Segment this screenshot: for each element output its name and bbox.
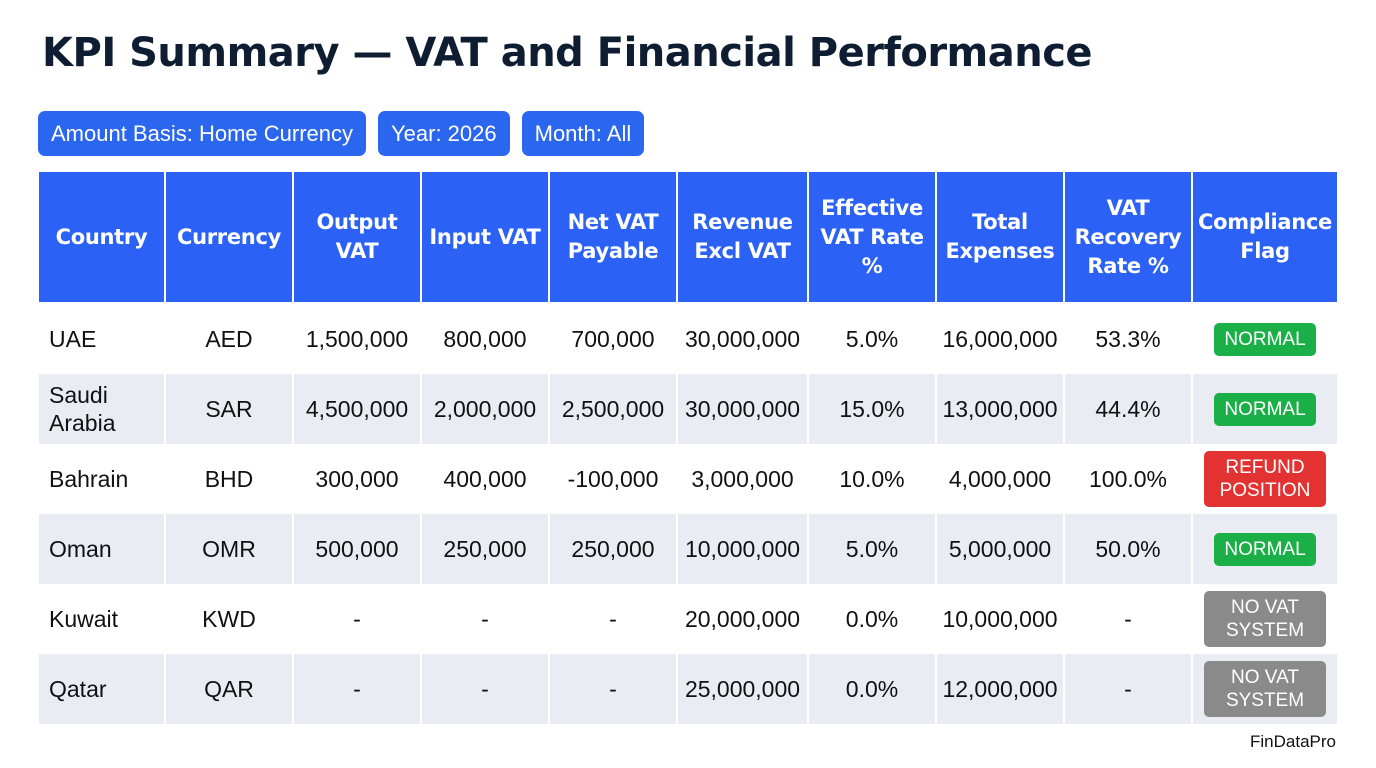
cell-output-vat: 300,000 [292, 444, 422, 514]
cell-input-vat: 2,000,000 [420, 374, 550, 444]
cell-input-vat: 800,000 [420, 303, 550, 374]
cell-effective-vat-rate: 5.0% [807, 303, 937, 374]
compliance-flag-badge: NORMAL [1214, 322, 1316, 356]
cell-country: Kuwait [39, 584, 166, 654]
cell-output-vat: - [292, 654, 422, 724]
cell-compliance-flag: NORMAL [1191, 514, 1337, 584]
cell-vat-recovery-rate: 44.4% [1063, 374, 1193, 444]
cell-output-vat: 500,000 [292, 514, 422, 584]
table-row[interactable]: Saudi Arabia SAR 4,500,000 2,000,000 2,500,0… [39, 374, 1337, 444]
cell-revenue-excl-vat: 3,000,000 [676, 444, 809, 514]
cell-vat-recovery-rate: - [1063, 654, 1193, 724]
cell-net-vat-payable: 2,500,000 [548, 374, 678, 444]
column-header-vat-recovery-rate[interactable]: VAT Recovery Rate % [1063, 172, 1193, 304]
cell-compliance-flag: NORMAL [1191, 303, 1337, 374]
cell-vat-recovery-rate: 100.0% [1063, 444, 1193, 514]
cell-compliance-flag: NO VAT SYSTEM [1191, 584, 1337, 654]
compliance-flag-badge: NO VAT SYSTEM [1204, 591, 1326, 647]
cell-effective-vat-rate: 15.0% [807, 374, 937, 444]
cell-total-expenses: 5,000,000 [935, 514, 1065, 584]
table-row[interactable]: Oman OMR 500,000 250,000 250,000 10,000,000 5.… [39, 514, 1337, 584]
cell-country: Bahrain [39, 444, 166, 514]
table-body: UAE AED 1,500,000 800,000 700,000 30,000,000 5… [39, 303, 1337, 724]
column-header-compliance-flag[interactable]: Compliance Flag [1191, 172, 1337, 304]
cell-currency: KWD [164, 584, 294, 654]
kpi-table: Country Currency Output VAT Input VAT Ne… [39, 172, 1337, 724]
cell-revenue-excl-vat: 10,000,000 [676, 514, 809, 584]
column-header-revenue-excl-vat[interactable]: Revenue Excl VAT [676, 172, 809, 304]
cell-vat-recovery-rate: 50.0% [1063, 514, 1193, 584]
cell-net-vat-payable: 250,000 [548, 514, 678, 584]
cell-output-vat: - [292, 584, 422, 654]
page-title: KPI Summary — VAT and Financial Performa… [42, 30, 1093, 76]
cell-effective-vat-rate: 5.0% [807, 514, 937, 584]
cell-revenue-excl-vat: 30,000,000 [676, 303, 809, 374]
cell-country: Qatar [39, 654, 166, 724]
column-header-input-vat[interactable]: Input VAT [420, 172, 550, 304]
column-header-country[interactable]: Country [39, 172, 166, 304]
cell-input-vat: 400,000 [420, 444, 550, 514]
compliance-flag-badge: NORMAL [1214, 392, 1316, 426]
table-row[interactable]: Kuwait KWD - - -20,000,000 0.0% 10,000,000- NO … [39, 584, 1337, 654]
cell-compliance-flag: NORMAL [1191, 374, 1337, 444]
cell-country: Saudi Arabia [39, 374, 166, 444]
column-header-net-vat-payable[interactable]: Net VAT Payable [548, 172, 678, 304]
cell-currency: OMR [164, 514, 294, 584]
column-header-effective-vat-rate[interactable]: Effective VAT Rate % [807, 172, 937, 304]
table-row[interactable]: Qatar QAR - - -25,000,000 0.0% 12,000,000- NO V… [39, 654, 1337, 724]
cell-revenue-excl-vat: 20,000,000 [676, 584, 809, 654]
cell-effective-vat-rate: 10.0% [807, 444, 937, 514]
cell-compliance-flag: NO VAT SYSTEM [1191, 654, 1337, 724]
cell-effective-vat-rate: 0.0% [807, 654, 937, 724]
cell-net-vat-payable: 700,000 [548, 303, 678, 374]
column-header-output-vat[interactable]: Output VAT [292, 172, 422, 304]
cell-revenue-excl-vat: 25,000,000 [676, 654, 809, 724]
compliance-flag-badge: NORMAL [1214, 532, 1316, 566]
cell-total-expenses: 10,000,000 [935, 584, 1065, 654]
cell-currency: SAR [164, 374, 294, 444]
cell-total-expenses: 13,000,000 [935, 374, 1065, 444]
compliance-flag-badge: NO VAT SYSTEM [1204, 661, 1326, 717]
brand-footer: FinDataPro [1250, 732, 1336, 751]
filter-year[interactable]: Year: 2026 [378, 111, 510, 156]
column-header-currency[interactable]: Currency [164, 172, 294, 304]
table-row[interactable]: Bahrain BHD 300,000 400,000 -100,000 3,000,00… [39, 444, 1337, 514]
table-header-row: Country Currency Output VAT Input VAT Ne… [39, 172, 1337, 304]
filter-month[interactable]: Month: All [521, 111, 645, 156]
cell-net-vat-payable: -100,000 [548, 444, 678, 514]
cell-effective-vat-rate: 0.0% [807, 584, 937, 654]
cell-input-vat: - [420, 584, 550, 654]
cell-total-expenses: 16,000,000 [935, 303, 1065, 374]
filter-amount-basis[interactable]: Amount Basis: Home Currency [38, 111, 366, 156]
cell-vat-recovery-rate: 53.3% [1063, 303, 1193, 374]
cell-output-vat: 4,500,000 [292, 374, 422, 444]
compliance-flag-badge: REFUND POSITION [1204, 451, 1326, 507]
cell-compliance-flag: REFUND POSITION [1191, 444, 1337, 514]
cell-total-expenses: 4,000,000 [935, 444, 1065, 514]
cell-currency: QAR [164, 654, 294, 724]
cell-total-expenses: 12,000,000 [935, 654, 1065, 724]
filter-bar: Amount Basis: Home Currency Year: 2026 M… [38, 111, 645, 156]
cell-country: UAE [39, 303, 166, 374]
cell-net-vat-payable: - [548, 654, 678, 724]
cell-currency: AED [164, 303, 294, 374]
cell-output-vat: 1,500,000 [292, 303, 422, 374]
cell-net-vat-payable: - [548, 584, 678, 654]
column-header-total-expenses[interactable]: Total Expenses [935, 172, 1065, 304]
cell-country: Oman [39, 514, 166, 584]
table-row[interactable]: UAE AED 1,500,000 800,000 700,000 30,000,000 5… [39, 303, 1337, 374]
cell-revenue-excl-vat: 30,000,000 [676, 374, 809, 444]
cell-input-vat: 250,000 [420, 514, 550, 584]
cell-vat-recovery-rate: - [1063, 584, 1193, 654]
cell-currency: BHD [164, 444, 294, 514]
cell-input-vat: - [420, 654, 550, 724]
